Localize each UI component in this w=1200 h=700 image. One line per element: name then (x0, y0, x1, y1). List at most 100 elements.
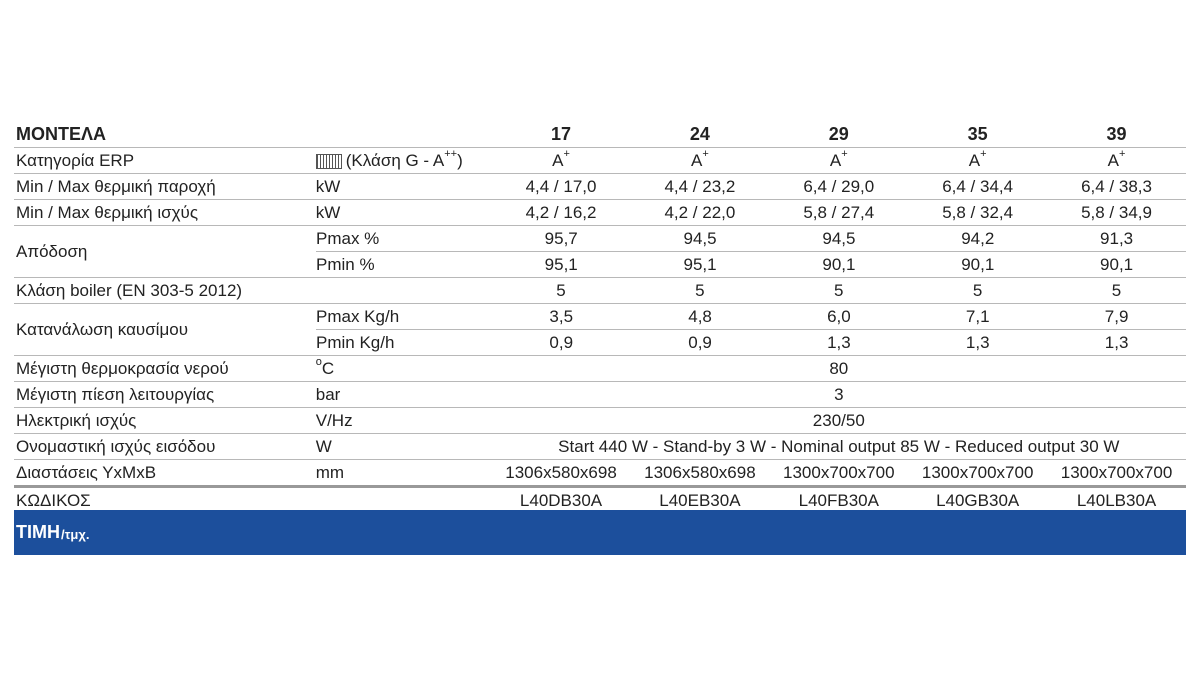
heat-power-row: Min / Max θερμική ισχύς kW 4,2 / 16,2 4,… (14, 200, 1186, 226)
row-unit: Pmin % (316, 254, 375, 274)
row-label: Κατανάλωση καυσίμου (16, 319, 189, 339)
cell-value: 5,8 / 27,4 (803, 202, 875, 222)
cell-value: 80 (829, 358, 849, 378)
cell-value: 95,7 (544, 228, 578, 248)
cell-value: 94,5 (683, 228, 717, 248)
price-bar: ΤΙΜΗ /τμχ. (14, 510, 1186, 555)
product-code: L40DB30A (519, 490, 603, 510)
cell-value: 5 (695, 280, 705, 300)
cell-value: 4,4 / 17,0 (525, 176, 597, 196)
header-label: ΜΟΝΤΕΛΑ (16, 124, 106, 144)
cell-value: 6,4 / 29,0 (803, 176, 875, 196)
row-unit: Pmax % (316, 228, 380, 248)
row-unit: Pmin Kg/h (316, 332, 395, 352)
cell-value: 6,0 (827, 306, 851, 326)
erp-value: A+ (829, 147, 848, 170)
model-name: 29 (828, 124, 849, 144)
erp-value: A+ (1107, 147, 1126, 170)
row-label: Min / Max θερμική ισχύς (16, 202, 199, 222)
efficiency-row: Απόδοση Pmax % 95,7 94,5 94,5 94,2 91,3 … (14, 226, 1186, 278)
cell-value: 1,3 (827, 332, 851, 352)
product-code: L40GB30A (936, 490, 1020, 510)
cell-value: 0,9 (688, 332, 712, 352)
product-code: L40EB30A (659, 490, 741, 510)
cell-value: 1300x700x700 (1060, 462, 1173, 482)
cell-value: 90,1 (1100, 254, 1134, 274)
cell-value: 6,4 / 38,3 (1081, 176, 1152, 196)
product-code: L40LB30A (1076, 490, 1157, 510)
row-unit: mm (315, 462, 345, 482)
row-unit: V/Hz (315, 410, 353, 430)
codes-row: ΚΩΔΙΚΟΣ L40DB30A L40EB30A L40FB30A L40GB… (14, 488, 1186, 513)
erp-row: Κατηγορία ERP (Κλάση G - A++) A+ A+ A+ A… (14, 148, 1186, 174)
cell-value: 7,9 (1104, 306, 1129, 326)
cell-value: 91,3 (1100, 228, 1134, 248)
row-unit: Pmax Kg/h (316, 306, 400, 326)
row-unit: oC (315, 355, 335, 378)
row-unit: W (315, 436, 332, 456)
cell-value: 95,1 (544, 254, 578, 274)
spec-table: ΜΟΝΤΕΛΑ 17 24 29 35 39 Κατηγορία ERP (Κλ… (14, 122, 1186, 513)
row-label: Min / Max θερμική παροχή (16, 176, 216, 196)
row-label: Κατηγορία ERP (16, 150, 135, 170)
fuel-pmax-row: Pmax Kg/h 3,5 4,8 6,0 7,1 7,9 (316, 304, 1186, 330)
row-label: ΚΩΔΙΚΟΣ (16, 490, 91, 510)
row-label: Ονομαστική ισχύς εισόδου (16, 436, 216, 456)
cell-value: 95,1 (683, 254, 717, 274)
model-name: 35 (967, 124, 988, 144)
row-unit: kW (315, 176, 341, 196)
cell-value: 1306x580x698 (505, 462, 617, 482)
cell-value: 1,3 (1104, 332, 1129, 352)
erp-value: A+ (552, 147, 570, 170)
cell-value: 5,8 / 32,4 (942, 202, 1014, 222)
dimensions-row: Διαστάσεις ΥxΜxΒ mm 1306x580x698 1306x58… (14, 460, 1186, 488)
cell-value: 1300x700x700 (783, 462, 895, 482)
cell-value: 5 (1111, 280, 1122, 300)
row-unit: bar (315, 384, 341, 404)
cell-value: 90,1 (961, 254, 995, 274)
cell-value: 5 (556, 280, 566, 300)
cell-value: 6,4 / 34,4 (942, 176, 1014, 196)
cell-value: 4,4 / 23,2 (664, 176, 736, 196)
heat-output-row: Min / Max θερμική παροχή kW 4,4 / 17,0 4… (14, 174, 1186, 200)
cell-value: 5 (834, 280, 844, 300)
row-unit: kW (315, 202, 341, 222)
cell-value: 5,8 / 34,9 (1081, 202, 1152, 222)
row-label: Διαστάσεις ΥxΜxΒ (16, 462, 157, 482)
cell-value: 90,1 (822, 254, 856, 274)
fuel-pmin-row: Pmin Kg/h 0,9 0,9 1,3 1,3 1,3 (316, 330, 1186, 355)
radiator-icon (315, 153, 342, 169)
input-power-row: Ονομαστική ισχύς εισόδου W Start 440 W -… (14, 434, 1186, 460)
cell-value: 1,3 (965, 332, 990, 352)
efficiency-pmin-row: Pmin % 95,1 95,1 90,1 90,1 90,1 (316, 252, 1186, 277)
erp-value: A+ (691, 147, 709, 170)
cell-value: 7,1 (965, 306, 990, 326)
row-unit: (Κλάση G - A++) (315, 148, 492, 171)
cell-value: 5 (972, 280, 983, 300)
fuel-row: Κατανάλωση καυσίμου Pmax Kg/h 3,5 4,8 6,… (14, 304, 1186, 356)
cell-value: 4,8 (688, 306, 712, 326)
cell-value: 0,9 (549, 332, 574, 352)
boiler-class-row: Κλάση boiler (EN 303-5 2012) 5 5 5 5 5 (14, 278, 1186, 304)
price-suffix: /τμχ. (61, 527, 90, 542)
cell-value: 94,2 (961, 228, 995, 248)
electric-row: Ηλεκτρική ισχύς V/Hz 230/50 (14, 408, 1186, 434)
cell-value: 3 (834, 384, 844, 404)
erp-value: A+ (968, 147, 987, 170)
row-label: Κλάση boiler (EN 303-5 2012) (16, 280, 243, 300)
row-label: Ηλεκτρική ισχύς (16, 410, 137, 430)
cell-value: Start 440 W - Stand-by 3 W - Nominal out… (558, 436, 1120, 456)
row-label: Μέγιστη θερμοκρασία νερού (16, 358, 229, 378)
max-temp-row: Μέγιστη θερμοκρασία νερού oC 80 (14, 356, 1186, 382)
cell-value: 4,2 / 16,2 (525, 202, 597, 222)
header-row: ΜΟΝΤΕΛΑ 17 24 29 35 39 (14, 122, 1186, 148)
cell-value: 1300x700x700 (921, 462, 1034, 482)
cell-value: 3,5 (549, 306, 574, 326)
model-name: 39 (1106, 124, 1127, 144)
row-label: Απόδοση (16, 241, 88, 261)
model-name: 17 (551, 124, 572, 144)
cell-value: 94,5 (822, 228, 856, 248)
max-pressure-row: Μέγιστη πίεση λειτουργίας bar 3 (14, 382, 1186, 408)
model-name: 24 (689, 124, 710, 144)
efficiency-pmax-row: Pmax % 95,7 94,5 94,5 94,2 91,3 (316, 226, 1186, 252)
